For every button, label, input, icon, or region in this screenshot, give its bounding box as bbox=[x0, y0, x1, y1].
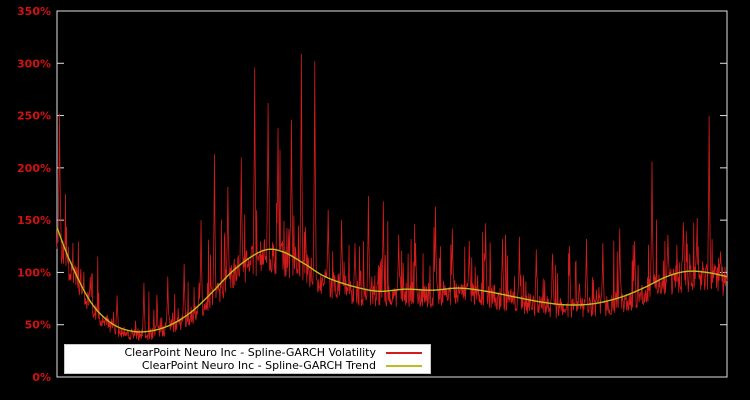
trend-series-line bbox=[56, 227, 728, 333]
legend-entry-trend: ClearPoint Neuro Inc - Spline-GARCH Tren… bbox=[65, 359, 430, 372]
legend: ClearPoint Neuro Inc - Spline-GARCH Vola… bbox=[64, 344, 431, 374]
legend-label-trend: ClearPoint Neuro Inc - Spline-GARCH Tren… bbox=[141, 359, 376, 372]
y-tick-label: 50% bbox=[25, 319, 51, 332]
y-tick-label: 100% bbox=[17, 266, 51, 279]
plot-frame bbox=[56, 10, 728, 378]
y-tick-label: 350% bbox=[17, 5, 51, 18]
legend-label-volatility: ClearPoint Neuro Inc - Spline-GARCH Vola… bbox=[124, 346, 376, 359]
y-tick-label: 150% bbox=[17, 214, 51, 227]
y-tick-label: 250% bbox=[17, 110, 51, 123]
y-tick-label: 300% bbox=[17, 57, 51, 70]
legend-entry-volatility: ClearPoint Neuro Inc - Spline-GARCH Vola… bbox=[65, 346, 430, 359]
legend-line-sample-volatility bbox=[386, 351, 422, 354]
y-tick-label: 200% bbox=[17, 162, 51, 175]
legend-line-sample-trend bbox=[386, 364, 422, 367]
y-tick-label: 0% bbox=[32, 371, 51, 384]
